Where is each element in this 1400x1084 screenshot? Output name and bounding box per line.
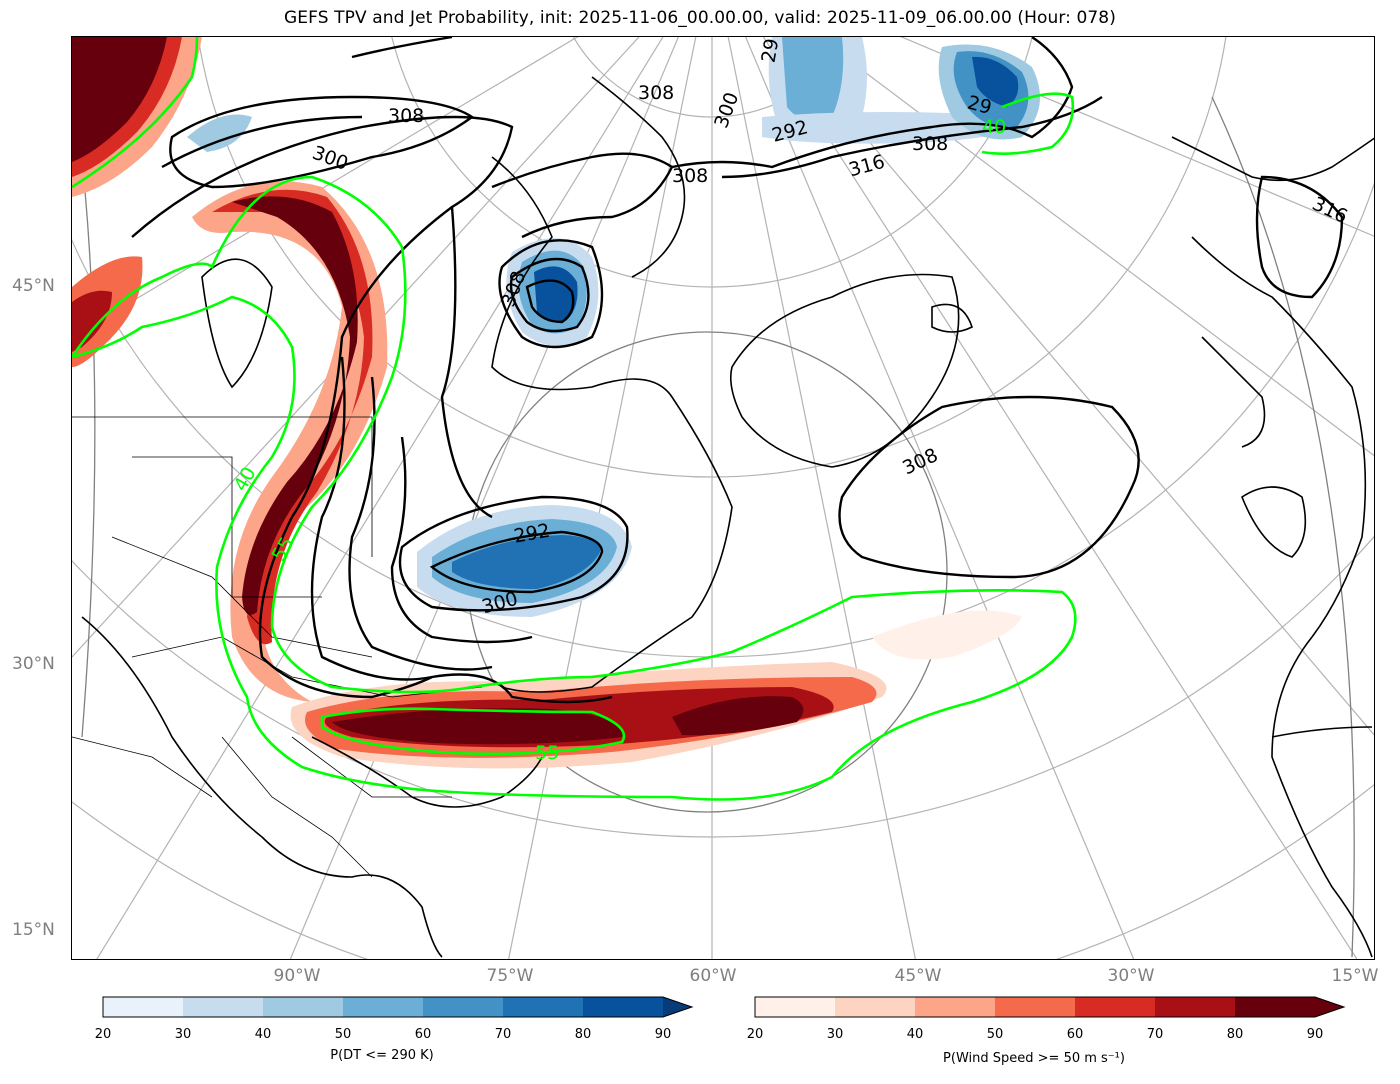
contour-label: 300 xyxy=(309,142,351,175)
colorbar-tick: 50 xyxy=(986,1027,1004,1042)
contour-label: 316 xyxy=(847,151,888,182)
jet-contours xyxy=(72,37,1077,801)
colorbar-tick: 40 xyxy=(906,1027,924,1042)
colorbar-tick: 30 xyxy=(826,1027,844,1042)
jet-probability-shading xyxy=(72,37,1022,769)
colorbar-tick: 80 xyxy=(574,1027,592,1042)
colorbar-tpv xyxy=(102,996,694,1018)
contour-label: 308 xyxy=(672,165,708,187)
tpv-probability-shading xyxy=(187,37,1040,617)
contour-label: 316 xyxy=(1309,193,1351,228)
colorbar-jet-label: P(Wind Speed >= 50 m s⁻¹) xyxy=(943,1051,1125,1066)
contour-label: 40 xyxy=(982,116,1006,138)
state-borders xyxy=(72,416,483,878)
contour-label: 308 xyxy=(638,82,674,104)
map-canvas: 308 300 308 300 29 308 292 316 308 29 31… xyxy=(72,37,1374,959)
contour-label: 300 xyxy=(710,90,743,132)
colorbar-tick: 60 xyxy=(1066,1027,1084,1042)
map-panel: 308 300 308 300 29 308 292 316 308 29 31… xyxy=(71,36,1375,960)
contour-label: 55 xyxy=(535,742,559,764)
theta-contours xyxy=(131,37,1344,704)
colorbar-tick: 90 xyxy=(1306,1027,1324,1042)
colorbar-tick: 20 xyxy=(94,1027,112,1042)
map-title: GEFS TPV and Jet Probability, init: 2025… xyxy=(284,8,1116,28)
lat-label: 15°N xyxy=(12,920,55,940)
contour-label: 308 xyxy=(388,105,424,127)
colorbar-tick: 80 xyxy=(1226,1027,1244,1042)
lon-label: 30°W xyxy=(1107,966,1155,986)
lon-label: 90°W xyxy=(273,966,321,986)
lat-label: 45°N xyxy=(12,276,55,296)
colorbar-tick: 20 xyxy=(746,1027,764,1042)
colorbar-tick: 70 xyxy=(1146,1027,1164,1042)
colorbar-tick: 70 xyxy=(494,1027,512,1042)
lon-label: 60°W xyxy=(689,966,737,986)
lon-label: 15°W xyxy=(1331,966,1379,986)
colorbar-tick: 30 xyxy=(174,1027,192,1042)
colorbar-tick: 40 xyxy=(254,1027,272,1042)
colorbar-tick: 50 xyxy=(334,1027,352,1042)
colorbar-tick: 90 xyxy=(654,1027,672,1042)
coastlines xyxy=(81,76,1374,958)
colorbar-tpv-label: P(DT <= 290 K) xyxy=(330,1048,434,1063)
colorbar-jet xyxy=(754,996,1346,1018)
contour-label-group: 308 300 308 300 29 308 292 316 308 29 31… xyxy=(229,37,1350,764)
contour-label: 308 xyxy=(899,444,941,479)
lat-label: 30°N xyxy=(12,654,55,674)
lon-label: 45°W xyxy=(894,966,942,986)
grid-curve-east xyxy=(1211,96,1355,958)
colorbar-tick: 60 xyxy=(414,1027,432,1042)
lon-label: 75°W xyxy=(486,966,534,986)
contour-label: 308 xyxy=(912,133,948,155)
contour-label: 29 xyxy=(757,37,783,64)
